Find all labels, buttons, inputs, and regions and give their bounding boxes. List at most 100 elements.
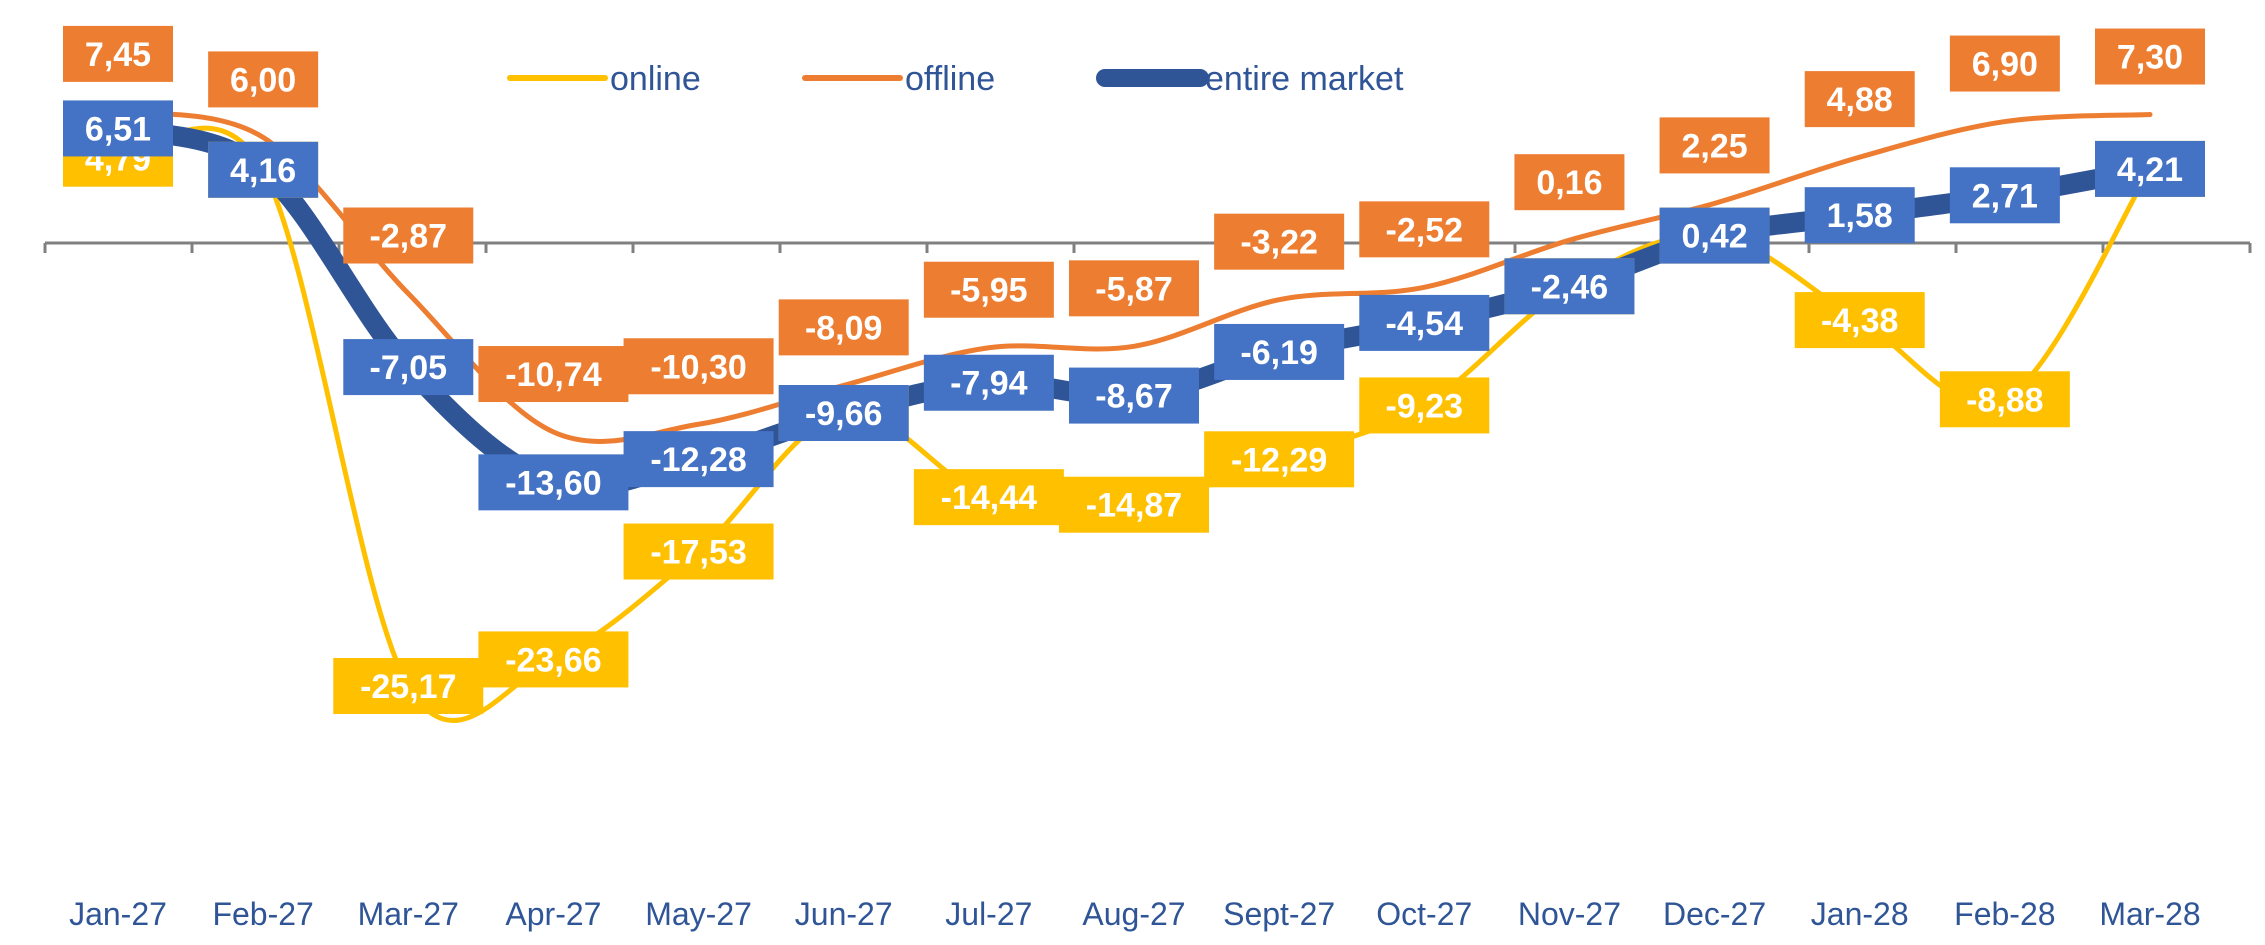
data-label-offline: 6,90 <box>1949 35 2060 92</box>
data-label-entire-market: 0,42 <box>1659 207 1770 264</box>
data-label-text: -2,52 <box>1386 211 1464 249</box>
data-label-text: -12,29 <box>1231 441 1327 479</box>
x-tick-label: Mar-27 <box>358 896 459 932</box>
data-label-box <box>913 469 1064 526</box>
data-label-box <box>2095 28 2205 85</box>
data-label-text: -17,53 <box>650 534 746 572</box>
data-label-box <box>1949 167 2060 224</box>
data-label-text: -2,46 <box>1531 268 1609 306</box>
data-label-text: -12,28 <box>650 441 746 479</box>
x-axis-tick-labels: Jan-27 Feb-27 Mar-27 Apr-27 May-27 Jun-27 Jul-… <box>69 896 2201 932</box>
x-tick-label: Feb-27 <box>212 896 313 932</box>
data-label-box <box>478 346 629 403</box>
data-label-box <box>623 523 774 580</box>
legend: online offline entire market <box>507 60 1404 98</box>
data-label-text: -8,67 <box>1095 378 1173 416</box>
data-label-text: -9,23 <box>1386 387 1464 425</box>
data-label-offline: 6,00 <box>208 51 319 108</box>
data-label-text: 6,51 <box>85 110 151 148</box>
data-label-box <box>1214 213 1345 270</box>
data-label-box <box>1504 258 1635 315</box>
data-label-offline: -10,30 <box>623 338 774 395</box>
data-label-box <box>1939 371 2070 428</box>
data-label-entire-market: -7,94 <box>923 354 1054 411</box>
data-label-box <box>343 339 474 396</box>
x-tick-label: Mar-28 <box>2099 896 2200 932</box>
data-label-text: -6,19 <box>1240 334 1318 372</box>
data-label-box <box>1069 260 1199 317</box>
data-labels: 4,794,16-25,17-23,66-17,53-9,66-14,44-14… <box>63 25 2205 714</box>
x-tick-label: Aug-27 <box>1082 896 1185 932</box>
data-label-text: 4,16 <box>230 152 296 190</box>
data-label-online: -14,44 <box>913 469 1064 526</box>
data-label-text: 2,71 <box>1972 177 2038 215</box>
data-label-text: -5,95 <box>950 272 1028 310</box>
data-label-box <box>623 338 774 395</box>
data-label-offline: -8,09 <box>778 299 909 356</box>
data-label-text: -7,05 <box>370 349 448 387</box>
data-label-box <box>1514 154 1625 211</box>
data-label-offline: -5,95 <box>923 261 1054 318</box>
data-label-online: -14,87 <box>1059 476 1209 533</box>
data-label-offline: 0,16 <box>1514 154 1625 211</box>
legend-entry-entire-market: entire market <box>1096 60 1404 98</box>
data-label-entire-market: -6,19 <box>1214 323 1345 380</box>
data-label-text: -9,66 <box>805 395 883 433</box>
data-label-online: -25,17 <box>333 657 484 714</box>
data-label-box <box>1359 201 1490 258</box>
data-label-box <box>923 354 1054 411</box>
data-label-text: -10,30 <box>650 348 746 386</box>
data-label-text: 6,00 <box>230 61 296 99</box>
data-label-box <box>1359 377 1490 434</box>
data-label-online: -23,66 <box>478 631 629 688</box>
x-tick-label: Jul-27 <box>945 896 1032 932</box>
data-label-text: -7,94 <box>950 365 1028 403</box>
series-line-offline <box>115 109 2153 444</box>
data-label-entire-market: -7,05 <box>343 339 474 396</box>
data-label-entire-market: 2,71 <box>1949 167 2060 224</box>
data-label-box <box>623 431 774 488</box>
data-label-box <box>1804 71 1915 128</box>
data-label-box <box>333 657 484 714</box>
x-tick-label: Nov-27 <box>1518 896 1621 932</box>
data-label-text: -8,88 <box>1966 381 2044 419</box>
data-label-text: -13,60 <box>505 464 601 502</box>
data-label-online: -4,38 <box>1794 292 1925 349</box>
data-label-text: 2,25 <box>1681 127 1747 165</box>
data-label-entire-market: -2,46 <box>1504 258 1635 315</box>
data-label-box <box>2095 140 2205 197</box>
legend-label: online <box>610 60 701 98</box>
data-label-box <box>478 631 629 688</box>
data-label-entire-market: 4,21 <box>2095 140 2205 197</box>
x-tick-label: Jan-27 <box>69 896 167 932</box>
data-label-text: -8,09 <box>805 309 883 347</box>
data-label-offline: 4,88 <box>1804 71 1915 128</box>
data-label-box <box>1059 476 1209 533</box>
data-label-box <box>778 299 909 356</box>
data-label-box <box>1214 323 1345 380</box>
data-label-box <box>63 100 173 157</box>
data-label-text: -3,22 <box>1240 224 1318 262</box>
data-label-text: -10,74 <box>505 356 601 394</box>
data-label-entire-market: -12,28 <box>623 431 774 488</box>
data-label-box <box>478 454 629 511</box>
legend-entry-offline: offline <box>802 60 995 98</box>
data-label-text: 0,16 <box>1536 164 1602 202</box>
data-label-entire-market: -8,67 <box>1069 367 1199 424</box>
data-label-text: -4,54 <box>1386 305 1464 343</box>
data-label-online: -17,53 <box>623 523 774 580</box>
data-label-text: 4,88 <box>1827 81 1893 119</box>
data-label-offline: -2,87 <box>343 207 474 264</box>
data-label-offline: -2,52 <box>1359 201 1490 258</box>
data-label-text: 6,90 <box>1972 46 2038 84</box>
data-label-box <box>343 207 474 264</box>
data-label-offline: 7,45 <box>63 25 173 82</box>
data-label-text: -5,87 <box>1095 270 1173 308</box>
data-label-text: -25,17 <box>360 668 456 706</box>
data-label-box <box>63 25 173 82</box>
data-label-text: -23,66 <box>505 641 601 679</box>
data-label-box <box>1069 367 1199 424</box>
data-label-entire-market: -4,54 <box>1359 294 1490 351</box>
x-tick-label: Oct-27 <box>1376 896 1472 932</box>
data-label-online: -8,88 <box>1939 371 2070 428</box>
